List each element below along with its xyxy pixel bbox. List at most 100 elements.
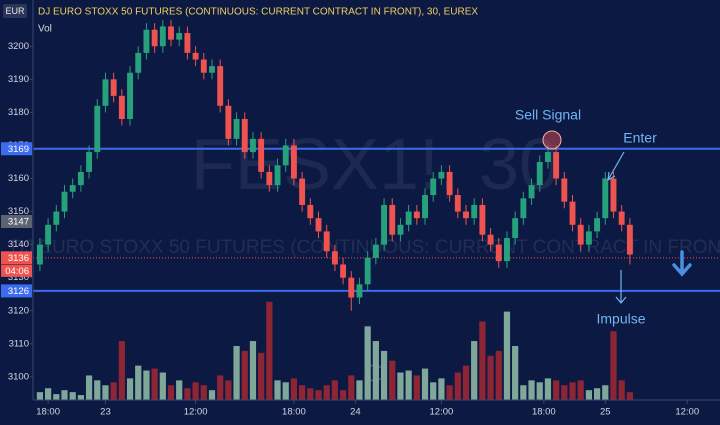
volume-bar bbox=[487, 355, 494, 400]
candle-body bbox=[143, 29, 150, 53]
volume-bar bbox=[569, 382, 576, 400]
candle-body bbox=[463, 211, 469, 219]
countdown-tag bbox=[1, 264, 32, 277]
volume-bar bbox=[143, 370, 150, 400]
y-tick-label: 3130 bbox=[8, 272, 29, 283]
candle-body bbox=[618, 211, 625, 225]
price-tag-label: 3169 bbox=[8, 144, 29, 155]
watermark-subtitle: DJ EURO STOXX 50 FUTURES (CONTINUOUS: CU… bbox=[11, 237, 720, 258]
volume-bar bbox=[36, 392, 44, 400]
level-layer bbox=[33, 147, 720, 292]
volume-bar bbox=[454, 372, 461, 400]
x-tick-label: 18:00 bbox=[532, 407, 556, 418]
volume-bar bbox=[528, 380, 535, 400]
x-tick-label: 12:00 bbox=[184, 407, 208, 418]
volume-bar bbox=[397, 372, 404, 400]
volume-bar bbox=[94, 380, 101, 400]
candle-body bbox=[504, 238, 510, 262]
volume-bar bbox=[159, 372, 166, 400]
candle-body bbox=[118, 95, 125, 120]
candle-body bbox=[520, 198, 527, 219]
candle-body bbox=[553, 152, 560, 179]
candle-body bbox=[94, 105, 101, 153]
candle-body bbox=[225, 105, 232, 139]
volume-bar bbox=[192, 382, 199, 400]
candle-body bbox=[258, 138, 265, 172]
price-tag bbox=[1, 142, 32, 156]
volume-bar bbox=[110, 382, 117, 400]
volume-bar bbox=[151, 368, 158, 400]
candle-body bbox=[45, 224, 52, 245]
volume-bar bbox=[421, 368, 429, 400]
volume-bar bbox=[118, 341, 125, 400]
candle-body bbox=[454, 195, 461, 212]
x-tick-label: 18:00 bbox=[36, 407, 60, 418]
candle-body bbox=[495, 244, 502, 262]
currency-badge bbox=[3, 4, 27, 18]
price-tag-label: 3136 bbox=[8, 253, 29, 264]
candle-body bbox=[487, 234, 494, 245]
volume-bar bbox=[479, 321, 486, 400]
volume-bar bbox=[389, 360, 396, 400]
volume-bar bbox=[208, 390, 216, 400]
candle-body bbox=[36, 244, 43, 265]
candle-body bbox=[77, 171, 84, 186]
candle-body bbox=[151, 29, 158, 47]
candle-body bbox=[446, 171, 453, 196]
arrow-head bbox=[615, 296, 627, 304]
volume-bar bbox=[225, 380, 232, 400]
annotation: Enter bbox=[623, 130, 657, 146]
volume-bar bbox=[77, 395, 84, 400]
volume-bar bbox=[258, 352, 265, 400]
volume-bar bbox=[495, 350, 502, 400]
y-tick-label: 3150 bbox=[8, 206, 29, 217]
price-tag bbox=[1, 251, 32, 265]
candle-body bbox=[315, 218, 322, 232]
candle-body bbox=[372, 244, 379, 258]
volume-bar bbox=[61, 390, 68, 400]
volume-bar bbox=[233, 345, 240, 400]
volume-bar bbox=[85, 375, 93, 400]
price-tag bbox=[1, 214, 32, 228]
candle-body bbox=[626, 224, 633, 255]
volume-bar bbox=[176, 380, 183, 400]
marker bbox=[366, 364, 384, 382]
volume-bar bbox=[602, 385, 609, 400]
volume-bar bbox=[126, 378, 134, 400]
volume-bar bbox=[331, 380, 339, 400]
candle-body bbox=[512, 218, 519, 239]
x-tick-label: 25 bbox=[600, 407, 611, 418]
volume-layer bbox=[36, 301, 633, 400]
y-tick-label: 3140 bbox=[8, 239, 29, 250]
candle-body bbox=[528, 185, 535, 199]
volume-bar bbox=[610, 331, 617, 400]
volume-bar bbox=[471, 341, 478, 400]
candle-body bbox=[69, 185, 76, 192]
candle-body bbox=[422, 195, 428, 219]
candle-body bbox=[405, 211, 412, 225]
candle-body bbox=[274, 165, 281, 186]
candle-body bbox=[102, 79, 109, 106]
x-tick-label: 24 bbox=[350, 407, 361, 418]
countdown: 04:06 bbox=[5, 266, 29, 277]
candle-body bbox=[585, 231, 592, 245]
candle-body bbox=[323, 231, 330, 252]
volume-bar bbox=[299, 385, 306, 400]
candle-body bbox=[610, 178, 617, 212]
volume-bar bbox=[462, 365, 470, 400]
candle-body bbox=[176, 33, 183, 40]
volume-bar bbox=[348, 375, 355, 400]
price-tag bbox=[1, 284, 32, 298]
candle-body bbox=[569, 201, 576, 225]
candle-body bbox=[602, 178, 609, 219]
volume-bar bbox=[266, 301, 273, 400]
candle-body bbox=[290, 145, 297, 179]
volume-bar bbox=[593, 388, 601, 400]
y-tick-label: 3160 bbox=[8, 173, 29, 184]
candle-layer bbox=[36, 19, 633, 311]
candle-body bbox=[86, 152, 93, 172]
candle-body bbox=[307, 204, 314, 219]
volume-bar bbox=[217, 375, 224, 400]
volume-bar bbox=[339, 390, 347, 400]
